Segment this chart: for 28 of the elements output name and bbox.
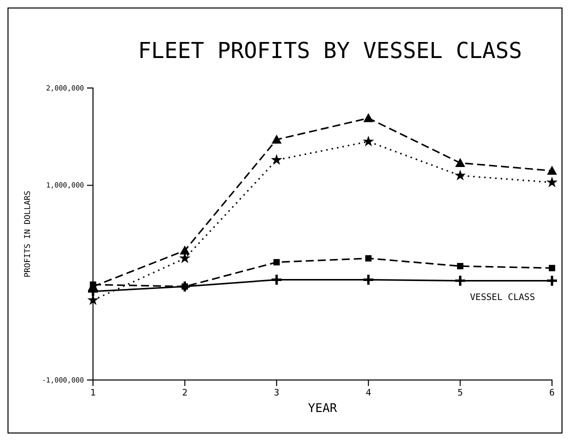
point <box>363 274 374 285</box>
annotation: VESSEL CLASS <box>470 293 536 303</box>
point <box>365 255 372 262</box>
point <box>455 276 466 286</box>
x-tick-label: 4 <box>366 388 372 398</box>
point <box>270 154 282 165</box>
x-tick-label: 5 <box>457 388 463 398</box>
point <box>180 246 190 255</box>
point <box>454 170 466 180</box>
x-tick-label: 6 <box>549 388 555 398</box>
point <box>547 166 557 175</box>
point <box>547 276 557 286</box>
point <box>272 134 282 144</box>
point <box>90 281 96 288</box>
point <box>362 136 374 146</box>
x-tick-label: 3 <box>274 388 280 398</box>
point <box>363 113 374 122</box>
x-tick-label: 1 <box>90 388 96 398</box>
point <box>272 274 282 285</box>
point <box>457 262 464 270</box>
chart-title: FLEET PROFITS BY VESSEL CLASS <box>138 39 522 64</box>
x-tick-label: 2 <box>182 388 188 398</box>
y-axis-title: PROFITS IN DOLLARS <box>23 190 32 278</box>
x-axis-title: YEAR <box>308 401 338 415</box>
point <box>273 259 280 266</box>
point <box>455 158 466 167</box>
point <box>546 176 558 188</box>
point <box>548 264 556 272</box>
